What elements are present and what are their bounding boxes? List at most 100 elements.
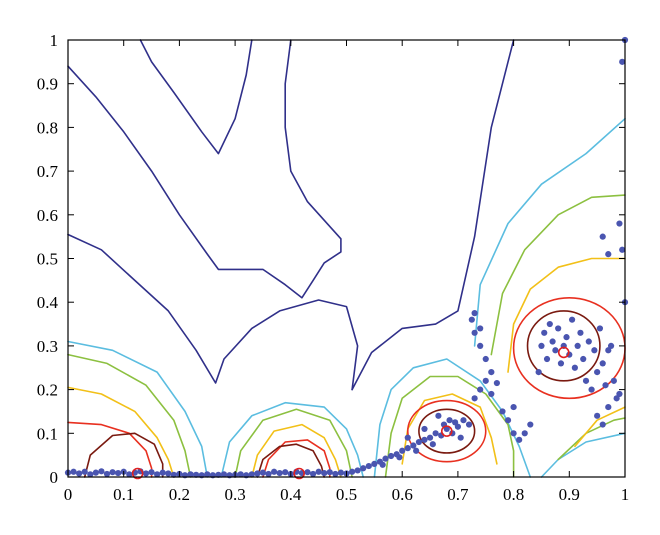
data-point-54 bbox=[365, 462, 372, 470]
data-point-28 bbox=[220, 471, 228, 478]
data-point-23 bbox=[193, 471, 200, 478]
contour-line-level-1-5 bbox=[220, 401, 364, 478]
data-point-9 bbox=[115, 469, 122, 477]
data-point-1 bbox=[70, 468, 77, 475]
data-point-63 bbox=[404, 445, 411, 452]
contour-line-level-4-21 bbox=[406, 399, 487, 463]
data-point-102 bbox=[510, 403, 517, 411]
data-point-116 bbox=[571, 364, 578, 371]
data-point-18 bbox=[165, 470, 172, 477]
data-point-45 bbox=[315, 468, 322, 475]
y-tick-label-4: 0.4 bbox=[37, 293, 59, 312]
data-point-80 bbox=[465, 421, 473, 428]
x-tick-label-0: 0 bbox=[64, 485, 73, 504]
data-point-130 bbox=[610, 377, 617, 384]
data-point-49 bbox=[337, 469, 345, 476]
data-point-101 bbox=[527, 421, 534, 428]
cluster-center-0 bbox=[131, 467, 144, 480]
data-point-137 bbox=[605, 251, 612, 258]
contour-line-level-2-12 bbox=[490, 194, 626, 356]
data-point-94 bbox=[477, 325, 484, 332]
contour-line-level-2-10 bbox=[234, 408, 353, 478]
data-point-129 bbox=[607, 342, 615, 349]
data-point-90 bbox=[477, 342, 484, 349]
data-point-93 bbox=[471, 310, 478, 317]
data-point-25 bbox=[204, 471, 211, 478]
data-point-47 bbox=[326, 469, 333, 476]
data-point-79 bbox=[460, 417, 467, 424]
data-point-132 bbox=[616, 390, 623, 398]
data-point-43 bbox=[304, 469, 311, 476]
data-point-95 bbox=[488, 390, 495, 398]
data-point-15 bbox=[148, 469, 155, 476]
x-tick-label-9: 0.9 bbox=[559, 485, 580, 504]
contour-line-level-0-3 bbox=[351, 39, 515, 391]
data-point-124 bbox=[594, 369, 601, 376]
x-tick-label-5: 0.5 bbox=[336, 485, 357, 504]
data-point-108 bbox=[549, 338, 556, 345]
x-tick-label-3: 0.3 bbox=[224, 485, 245, 504]
data-point-135 bbox=[616, 220, 623, 227]
data-point-111 bbox=[557, 360, 565, 367]
data-point-141 bbox=[619, 58, 626, 65]
data-point-7 bbox=[103, 470, 111, 478]
contour-line-level-3-15 bbox=[251, 423, 342, 478]
data-point-17 bbox=[159, 469, 166, 476]
data-point-77 bbox=[454, 423, 461, 430]
contour-line-level-2-13 bbox=[557, 417, 626, 461]
data-point-99 bbox=[516, 436, 523, 443]
x-tick-label-2: 0.2 bbox=[169, 485, 190, 504]
data-point-46 bbox=[321, 469, 328, 477]
data-point-53 bbox=[360, 465, 367, 472]
data-point-139 bbox=[599, 421, 606, 428]
cluster-center-1 bbox=[293, 467, 305, 480]
x-tick-label-8: 0.8 bbox=[503, 485, 524, 504]
data-point-64 bbox=[410, 442, 417, 449]
data-point-115 bbox=[568, 316, 576, 323]
data-point-104 bbox=[538, 342, 545, 349]
data-point-103 bbox=[535, 369, 542, 376]
x-tick-label-7: 0.7 bbox=[447, 485, 469, 504]
contour-line-level-1-8 bbox=[540, 432, 626, 478]
data-point-82 bbox=[421, 425, 428, 433]
data-point-68 bbox=[426, 434, 434, 441]
data-point-119 bbox=[580, 355, 587, 363]
x-axis-ticks: 0 0.1 0.2 0.3 0.4 0.5 0.6 0.7 0.8 0.9 1 bbox=[64, 40, 629, 504]
contour-line-level-0-0 bbox=[67, 39, 342, 299]
y-tick-label-6: 0.6 bbox=[37, 206, 58, 225]
contour-line-level-3-14 bbox=[67, 386, 175, 478]
data-point-100 bbox=[521, 430, 528, 437]
data-point-58 bbox=[382, 455, 389, 462]
data-point-14 bbox=[142, 470, 150, 477]
data-point-59 bbox=[387, 452, 395, 460]
data-point-22 bbox=[187, 471, 194, 478]
data-point-3 bbox=[81, 468, 88, 475]
data-point-38 bbox=[276, 469, 283, 477]
data-point-57 bbox=[379, 461, 386, 468]
data-point-83 bbox=[404, 434, 411, 441]
data-point-5 bbox=[92, 469, 99, 476]
data-point-67 bbox=[421, 436, 428, 443]
data-point-91 bbox=[471, 329, 478, 336]
data-point-96 bbox=[499, 408, 506, 415]
data-point-134 bbox=[619, 246, 626, 253]
data-point-74 bbox=[446, 417, 453, 424]
data-point-89 bbox=[482, 355, 489, 363]
data-point-106 bbox=[543, 355, 551, 363]
plot-frame bbox=[67, 39, 626, 478]
data-point-88 bbox=[493, 379, 500, 387]
data-point-85 bbox=[477, 386, 484, 393]
data-point-2 bbox=[76, 470, 83, 477]
y-tick-label-9: 0.9 bbox=[37, 75, 58, 94]
data-point-66 bbox=[415, 438, 423, 446]
contour-line-level-1-4 bbox=[67, 340, 209, 478]
y-tick-label-0: 0 bbox=[50, 468, 59, 487]
data-point-6 bbox=[98, 468, 105, 475]
y-tick-label-10: 1 bbox=[50, 31, 59, 50]
data-point-37 bbox=[270, 468, 278, 475]
data-point-4 bbox=[87, 471, 94, 478]
data-point-123 bbox=[591, 347, 598, 354]
data-point-121 bbox=[585, 338, 592, 345]
data-point-48 bbox=[332, 470, 339, 478]
